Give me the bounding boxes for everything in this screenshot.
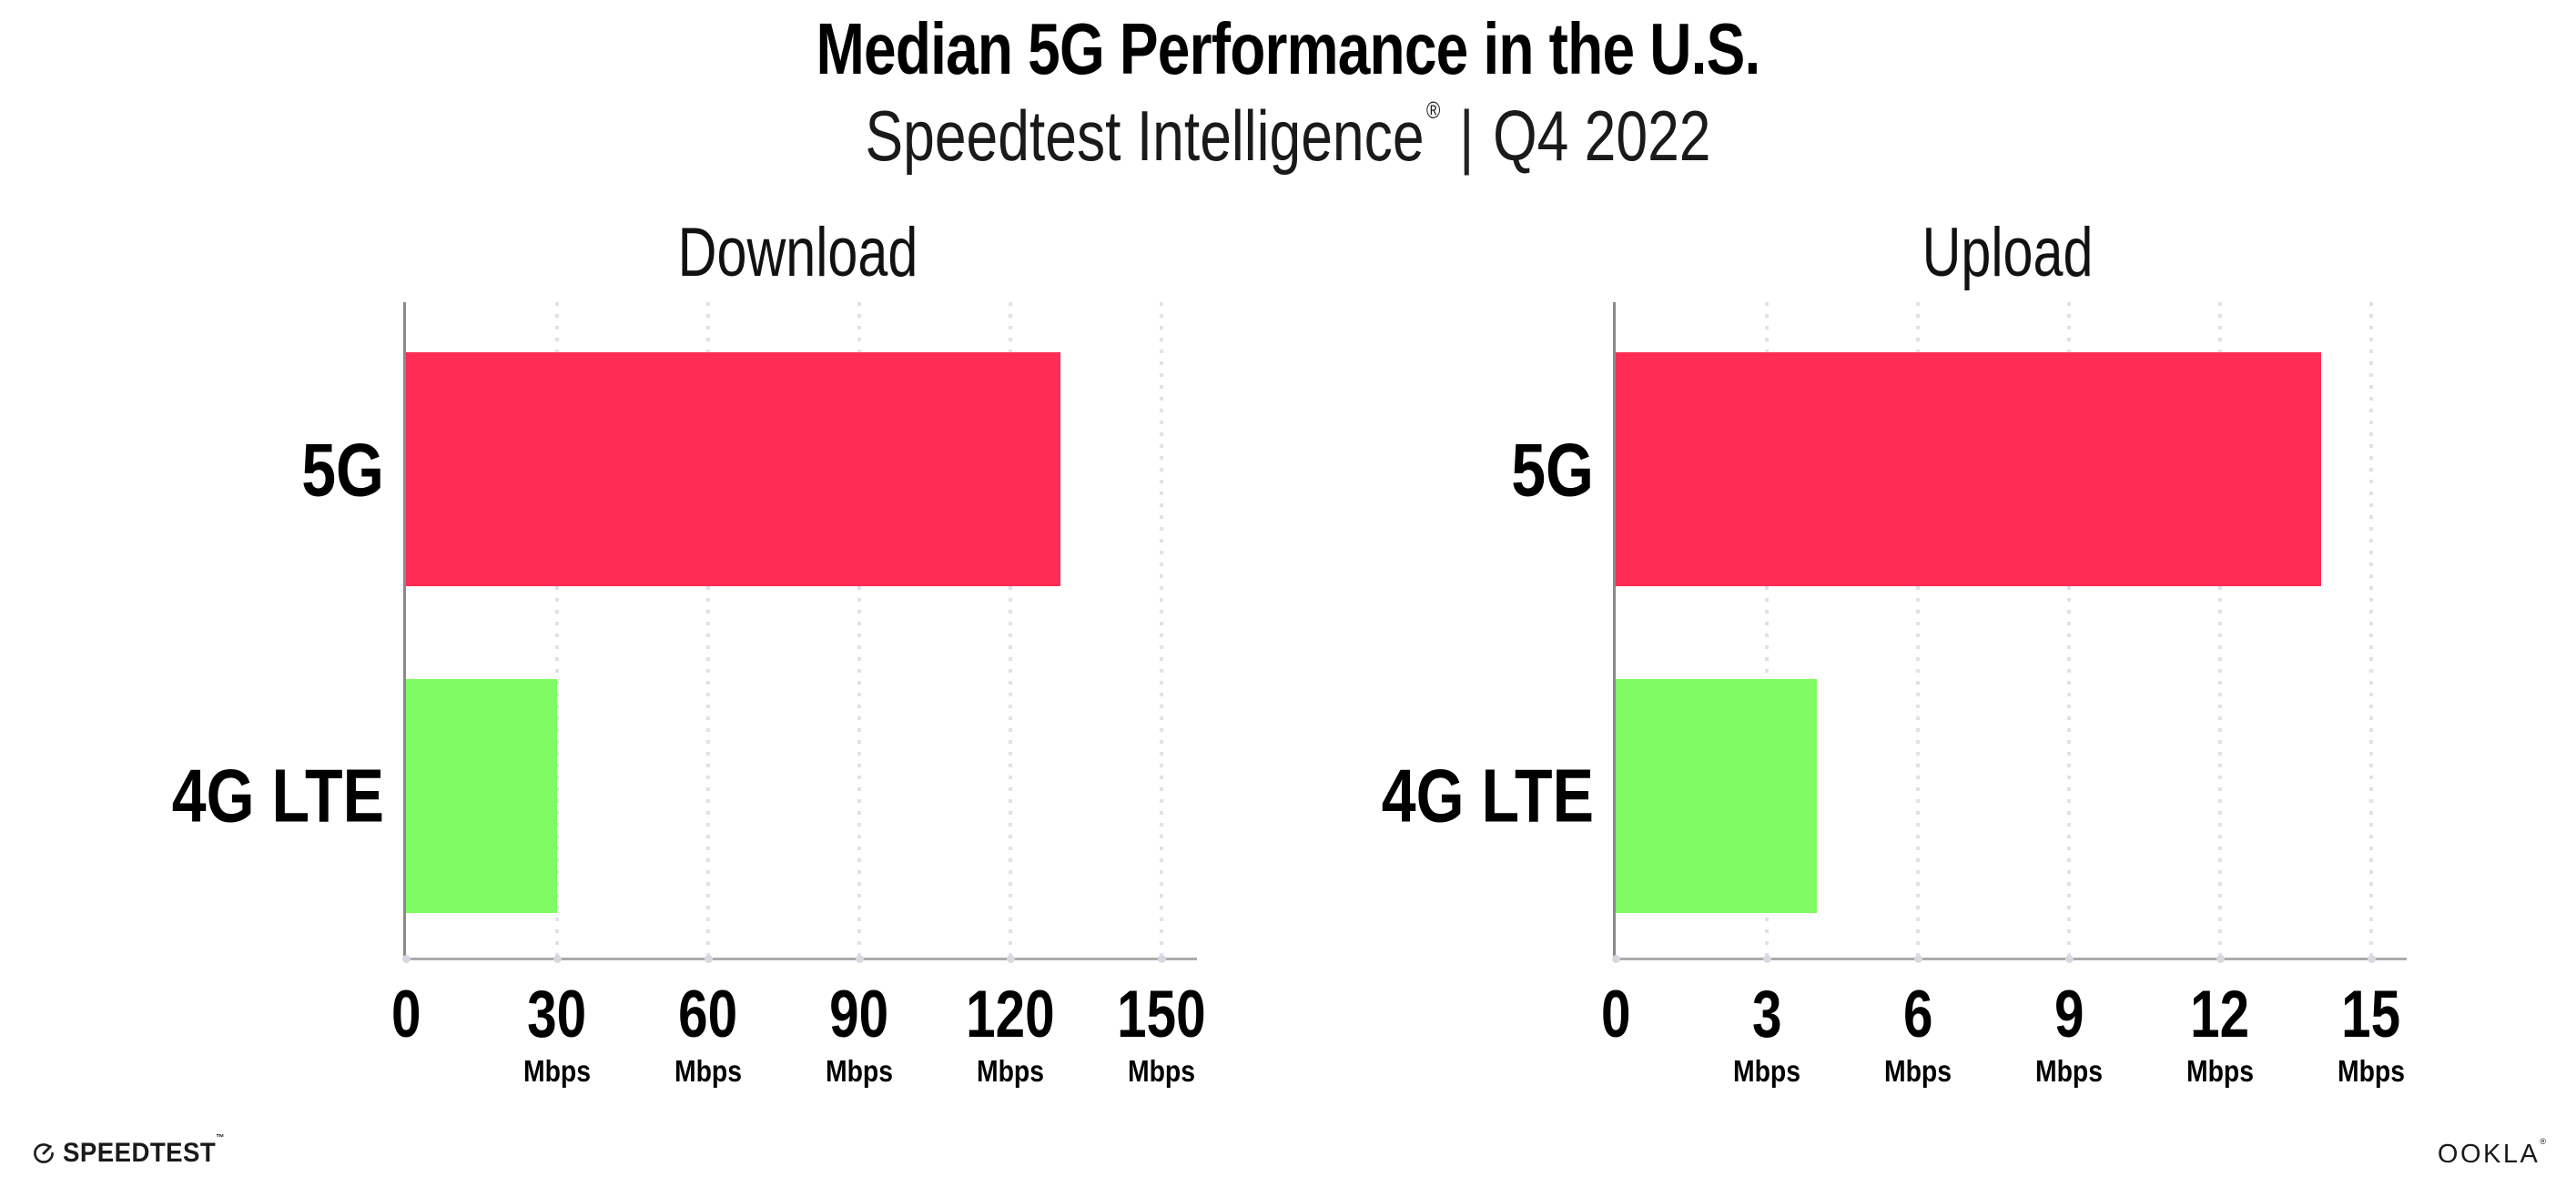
row-label-4g-lte: 4G LTE <box>1381 753 1594 838</box>
bar-4g-lte <box>1616 679 1817 913</box>
axis-intersection-dot <box>1158 955 1166 963</box>
x-tick-value: 60 <box>678 978 738 1051</box>
gridline <box>555 302 559 958</box>
gridline <box>1916 302 1920 958</box>
x-tick-value: 12 <box>2190 978 2250 1051</box>
gridline <box>1765 302 1769 958</box>
speedtest-logo: SPEEDTEST™ <box>33 1134 238 1168</box>
axis-intersection-dot <box>553 955 562 963</box>
axis-intersection-dot <box>2065 955 2074 963</box>
x-axis-line <box>1613 958 2407 960</box>
subtitle-brand: Speedtest Intelligence <box>865 96 1425 176</box>
x-tick-unit: Mbps <box>674 1054 743 1088</box>
x-tick: 12 Mbps <box>2120 981 2320 1086</box>
bar-5g <box>406 352 1060 586</box>
gridline <box>857 302 861 958</box>
x-tick-value: 150 <box>1117 978 1206 1051</box>
page-subtitle: Speedtest Intelligence® | Q4 2022 <box>258 95 2318 178</box>
gridline <box>2369 302 2373 958</box>
upload-chart-title: Upload <box>1922 214 2094 291</box>
row-label-5g: 5G <box>301 427 384 512</box>
x-axis-line <box>403 958 1197 960</box>
x-tick-value: 120 <box>966 978 1055 1051</box>
ookla-logo: OOKLA® <box>2437 1138 2546 1169</box>
download-chart-panel: Download 5G 4G LTE 0 30 Mbps 60 Mbps 90 Mbps 120 M… <box>55 217 1238 1147</box>
x-tick-value: 15 <box>2341 978 2401 1051</box>
registered-mark: ® <box>1425 96 1441 124</box>
speedtest-label: SPEEDTEST <box>63 1138 217 1168</box>
axis-intersection-dot <box>1007 955 1015 963</box>
x-tick-unit: Mbps <box>1127 1054 1196 1088</box>
gridline <box>706 302 710 958</box>
x-tick: 0 <box>306 981 506 1086</box>
x-tick-unit: Mbps <box>2186 1054 2255 1088</box>
upload-plot-area: 5G 4G LTE 0 3 Mbps 6 Mbps 9 Mbps 12 Mbps 15 Mbps <box>1382 302 2407 1086</box>
x-tick-unit: Mbps <box>1732 1054 1801 1088</box>
axis-intersection-dot <box>2368 955 2376 963</box>
axis-intersection-dot <box>856 955 864 963</box>
axis-intersection-dot <box>402 955 411 963</box>
page-title: Median 5G Performance in the U.S. <box>816 8 1761 89</box>
x-tick: 30 Mbps <box>457 981 657 1086</box>
download-plot-area: 5G 4G LTE 0 30 Mbps 60 Mbps 90 Mbps 120 Mbps 150 Mbp… <box>172 302 1206 1086</box>
bar-5g <box>1616 352 2321 586</box>
speedtest-wordmark: SPEEDTEST™ <box>63 1134 225 1168</box>
axis-intersection-dot <box>1763 955 1771 963</box>
x-tick-unit: Mbps <box>522 1054 592 1088</box>
x-tick-value: 30 <box>527 978 587 1051</box>
x-tick-unit: Mbps <box>825 1054 894 1088</box>
registered-mark: ® <box>2540 1137 2546 1146</box>
gridline <box>1160 302 1163 958</box>
axis-intersection-dot <box>2216 955 2225 963</box>
axis-intersection-dot <box>1612 955 1620 963</box>
x-tick: 150 Mbps <box>1061 981 1262 1086</box>
subtitle-period: Q4 2022 <box>1493 96 1711 176</box>
trademark-mark: ™ <box>216 1133 225 1143</box>
row-label-4g-lte: 4G LTE <box>171 753 384 838</box>
x-tick-unit: Mbps <box>2337 1054 2406 1088</box>
upload-chart-panel: Upload 5G 4G LTE 0 3 Mbps 6 Mbps 9 Mbps 12 Mbps 15 M… <box>1264 217 2448 1147</box>
row-label-5g: 5G <box>1511 427 1594 512</box>
x-tick: 0 <box>1516 981 1716 1086</box>
x-tick-value: 0 <box>1600 978 1631 1051</box>
bar-4g-lte <box>406 679 557 913</box>
x-tick: 6 Mbps <box>1818 981 2018 1086</box>
gridline <box>2218 302 2222 958</box>
ookla-wordmark: OOKLA <box>2437 1140 2541 1169</box>
x-tick: 15 Mbps <box>2271 981 2471 1086</box>
speedtest-gauge-icon <box>34 1143 54 1163</box>
x-tick-unit: Mbps <box>1883 1054 1952 1088</box>
x-tick-value: 9 <box>2054 978 2084 1051</box>
x-tick-unit: Mbps <box>976 1054 1045 1088</box>
x-tick: 120 Mbps <box>910 981 1111 1086</box>
x-tick-value: 6 <box>1902 978 1933 1051</box>
x-tick-value: 0 <box>390 978 421 1051</box>
gridline <box>1009 302 1012 958</box>
x-tick-value: 90 <box>829 978 889 1051</box>
x-tick: 3 Mbps <box>1667 981 1867 1086</box>
x-tick: 90 Mbps <box>759 981 959 1086</box>
x-tick-unit: Mbps <box>2034 1054 2104 1088</box>
axis-intersection-dot <box>705 955 713 963</box>
x-tick: 9 Mbps <box>1969 981 2169 1086</box>
axis-intersection-dot <box>1914 955 1922 963</box>
download-chart-title: Download <box>677 214 918 291</box>
subtitle-separator: | <box>1459 96 1475 176</box>
gridline <box>2067 302 2071 958</box>
x-tick-value: 3 <box>1751 978 1782 1051</box>
x-tick: 60 Mbps <box>608 981 808 1086</box>
